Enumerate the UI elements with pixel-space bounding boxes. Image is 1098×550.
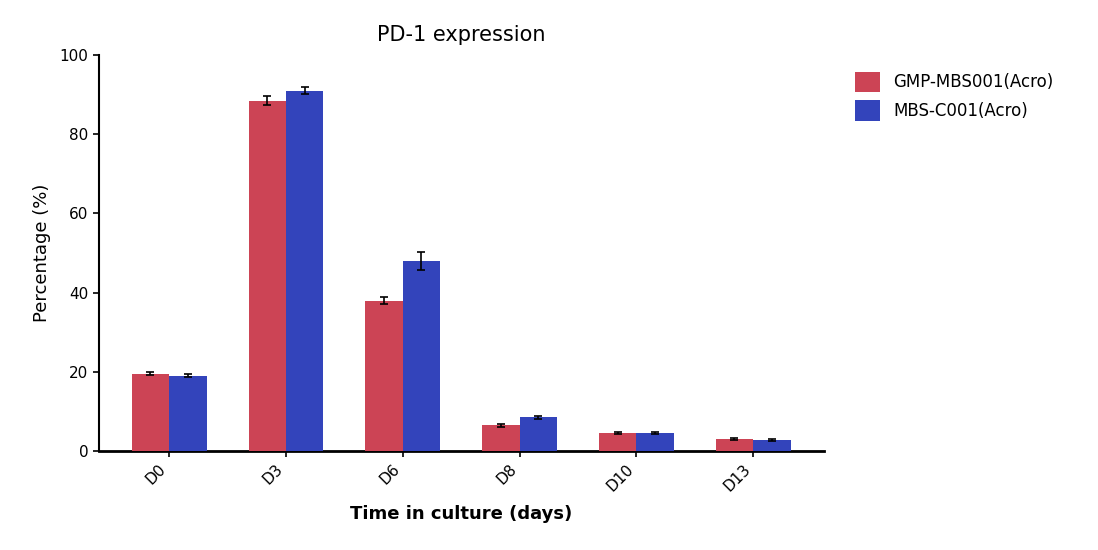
Bar xyxy=(753,440,791,451)
X-axis label: Time in culture (days): Time in culture (days) xyxy=(350,505,572,523)
Bar xyxy=(482,425,519,451)
Bar xyxy=(637,433,674,451)
Y-axis label: Percentage (%): Percentage (%) xyxy=(33,184,52,322)
Legend: GMP-MBS001(Acro), MBS-C001(Acro): GMP-MBS001(Acro), MBS-C001(Acro) xyxy=(847,63,1062,129)
Bar xyxy=(366,300,403,451)
Bar xyxy=(285,91,323,451)
Bar xyxy=(248,101,285,451)
Bar xyxy=(169,376,206,451)
Bar xyxy=(403,261,440,451)
Bar xyxy=(519,417,557,451)
Title: PD-1 expression: PD-1 expression xyxy=(377,25,546,45)
Bar xyxy=(716,439,753,451)
Bar xyxy=(600,433,637,451)
Bar xyxy=(132,374,169,451)
